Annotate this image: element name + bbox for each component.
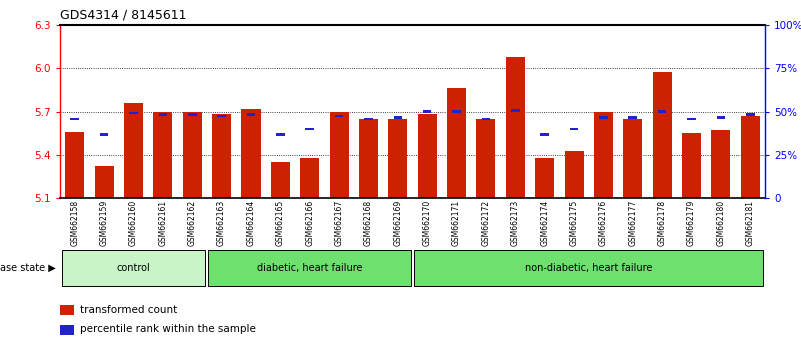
Bar [335, 115, 344, 117]
Text: GSM662175: GSM662175 [570, 200, 578, 246]
Bar [511, 109, 520, 112]
Bar [417, 114, 437, 198]
Bar [208, 250, 411, 286]
Text: GSM662165: GSM662165 [276, 200, 285, 246]
Text: GSM662173: GSM662173 [511, 200, 520, 246]
Bar [717, 116, 725, 119]
Bar [453, 110, 461, 113]
Text: percentile rank within the sample: percentile rank within the sample [80, 324, 256, 334]
Text: non-diabetic, heart failure: non-diabetic, heart failure [525, 263, 653, 273]
Bar [212, 114, 231, 198]
Text: GSM662172: GSM662172 [481, 200, 490, 246]
Bar [188, 113, 196, 116]
Bar [687, 118, 696, 120]
Text: GSM662163: GSM662163 [217, 200, 226, 246]
Bar [153, 112, 172, 198]
Bar [329, 112, 348, 198]
Text: GSM662171: GSM662171 [452, 200, 461, 246]
Bar [247, 113, 256, 116]
Text: GSM662180: GSM662180 [716, 200, 726, 246]
Text: GSM662164: GSM662164 [247, 200, 256, 246]
Text: GSM662159: GSM662159 [99, 200, 109, 246]
Bar [594, 112, 613, 198]
Text: GSM662162: GSM662162 [187, 200, 197, 246]
Bar [159, 113, 167, 116]
Bar [62, 250, 205, 286]
Bar [70, 118, 79, 120]
Text: GSM662170: GSM662170 [423, 200, 432, 246]
Bar [129, 112, 138, 114]
Bar [217, 115, 226, 117]
Bar [477, 119, 496, 198]
Text: transformed count: transformed count [80, 305, 177, 315]
Bar [388, 119, 408, 198]
Bar [359, 119, 378, 198]
Bar [599, 116, 608, 119]
Text: GSM662169: GSM662169 [393, 200, 402, 246]
Text: GSM662176: GSM662176 [599, 200, 608, 246]
Bar [505, 57, 525, 198]
Bar [746, 113, 755, 116]
Bar [653, 73, 672, 198]
Bar [565, 150, 584, 198]
Bar [682, 133, 701, 198]
Bar [364, 118, 372, 120]
Text: diabetic, heart failure: diabetic, heart failure [257, 263, 363, 273]
Bar [535, 158, 554, 198]
Text: control: control [117, 263, 151, 273]
Bar [623, 119, 642, 198]
Text: GSM662181: GSM662181 [746, 200, 755, 246]
Text: GSM662178: GSM662178 [658, 200, 666, 246]
Bar [124, 103, 143, 198]
Bar [393, 116, 402, 119]
Text: GSM662167: GSM662167 [335, 200, 344, 246]
Bar [300, 158, 320, 198]
Text: GSM662158: GSM662158 [70, 200, 79, 246]
Text: GSM662166: GSM662166 [305, 200, 314, 246]
Bar [741, 116, 760, 198]
Bar [183, 112, 202, 198]
Text: GSM662179: GSM662179 [687, 200, 696, 246]
Bar [658, 110, 666, 113]
Bar [276, 133, 284, 136]
Bar [447, 88, 466, 198]
Bar [423, 110, 432, 113]
Bar [65, 132, 84, 198]
Text: GSM662168: GSM662168 [364, 200, 373, 246]
Bar [100, 133, 108, 136]
Bar [481, 118, 490, 120]
Text: GSM662174: GSM662174 [540, 200, 549, 246]
Text: GSM662160: GSM662160 [129, 200, 138, 246]
Bar [95, 166, 114, 198]
Bar [711, 130, 731, 198]
Bar [271, 162, 290, 198]
Bar [541, 133, 549, 136]
Text: disease state ▶: disease state ▶ [0, 263, 56, 273]
Text: GSM662161: GSM662161 [159, 200, 167, 246]
Bar [570, 128, 578, 130]
Text: GDS4314 / 8145611: GDS4314 / 8145611 [60, 8, 187, 21]
Bar [414, 250, 763, 286]
Bar [629, 116, 637, 119]
Bar [305, 128, 314, 130]
Bar [241, 109, 260, 198]
Text: GSM662177: GSM662177 [628, 200, 638, 246]
